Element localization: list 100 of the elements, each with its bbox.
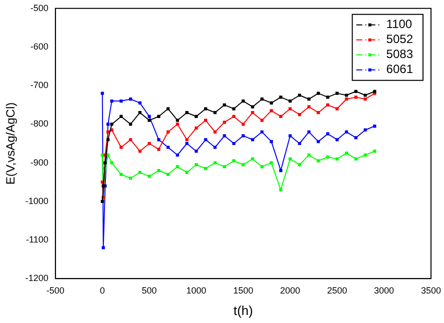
point	[106, 122, 110, 126]
point	[213, 130, 217, 134]
point	[110, 122, 114, 126]
x-tick-label: -500	[46, 285, 64, 296]
x-axis-title: t(h)	[233, 302, 253, 318]
y-tick-label: -1200	[25, 273, 48, 284]
point	[316, 140, 320, 144]
point	[110, 161, 114, 164]
point	[364, 154, 367, 157]
point	[288, 99, 292, 103]
point	[279, 96, 282, 99]
point	[213, 111, 217, 114]
point	[242, 99, 245, 103]
point	[128, 98, 132, 101]
point	[106, 154, 110, 157]
point	[204, 138, 208, 142]
point	[194, 126, 198, 130]
point	[138, 101, 142, 105]
x-tick-label: 3000	[374, 285, 394, 296]
point	[100, 200, 104, 203]
point	[307, 98, 310, 101]
point	[148, 118, 151, 122]
point	[336, 138, 339, 142]
point	[148, 174, 151, 178]
point	[354, 157, 358, 160]
point	[326, 96, 330, 99]
point	[344, 94, 348, 97]
point	[166, 107, 170, 110]
point	[128, 122, 132, 126]
y-tick-label: -1100	[26, 234, 48, 244]
point	[185, 170, 188, 174]
x-tick-label: 3500	[420, 285, 442, 296]
point	[307, 105, 310, 108]
y-tick-label: -800	[30, 118, 48, 129]
point	[251, 157, 254, 160]
point	[166, 130, 170, 134]
point	[100, 92, 104, 95]
point	[166, 172, 170, 176]
point	[354, 90, 358, 93]
point	[232, 114, 236, 118]
point	[204, 167, 208, 170]
point	[204, 107, 208, 110]
point	[213, 161, 217, 164]
point	[260, 98, 264, 101]
point	[138, 150, 142, 153]
point	[242, 134, 245, 138]
point	[354, 96, 358, 99]
point	[176, 165, 180, 168]
point	[194, 114, 198, 118]
point	[326, 103, 330, 106]
point	[204, 118, 208, 122]
x-tick-label: 1000	[186, 285, 206, 296]
point	[279, 168, 282, 172]
y-tick-label: -700	[30, 80, 48, 90]
point	[102, 246, 105, 250]
point	[326, 132, 330, 136]
point	[288, 134, 292, 138]
point	[364, 128, 367, 132]
point	[185, 111, 188, 114]
point	[260, 118, 264, 122]
point	[120, 99, 123, 103]
point	[157, 148, 160, 151]
point	[316, 159, 320, 162]
point	[176, 118, 180, 122]
x-tick-label: 0	[100, 285, 105, 296]
point	[120, 114, 123, 118]
point	[222, 120, 226, 124]
point	[232, 107, 236, 110]
point	[373, 150, 376, 153]
point	[288, 157, 292, 160]
point	[194, 150, 198, 153]
y-tick-label: -1000	[25, 196, 48, 206]
point	[279, 114, 282, 118]
point	[106, 138, 110, 142]
point	[176, 154, 180, 157]
point	[364, 94, 367, 97]
point	[344, 152, 348, 155]
point	[128, 176, 132, 180]
point	[373, 124, 376, 128]
point	[222, 165, 226, 168]
point	[157, 114, 160, 118]
y-tick-label: -500	[30, 2, 48, 13]
point	[148, 114, 151, 118]
point	[326, 155, 330, 159]
point	[270, 101, 273, 105]
y-tick-label: -900	[30, 157, 48, 168]
point	[185, 142, 188, 146]
point	[157, 138, 160, 142]
point	[194, 163, 198, 166]
point	[307, 130, 310, 134]
point	[298, 94, 302, 97]
point	[120, 146, 123, 149]
point	[110, 99, 114, 103]
y-axis-title: E(V,vsAg/AgCl)	[4, 102, 18, 185]
point	[298, 163, 302, 166]
point	[213, 146, 217, 149]
point	[128, 138, 132, 142]
point	[298, 112, 302, 116]
point	[176, 122, 180, 126]
point	[307, 154, 310, 157]
